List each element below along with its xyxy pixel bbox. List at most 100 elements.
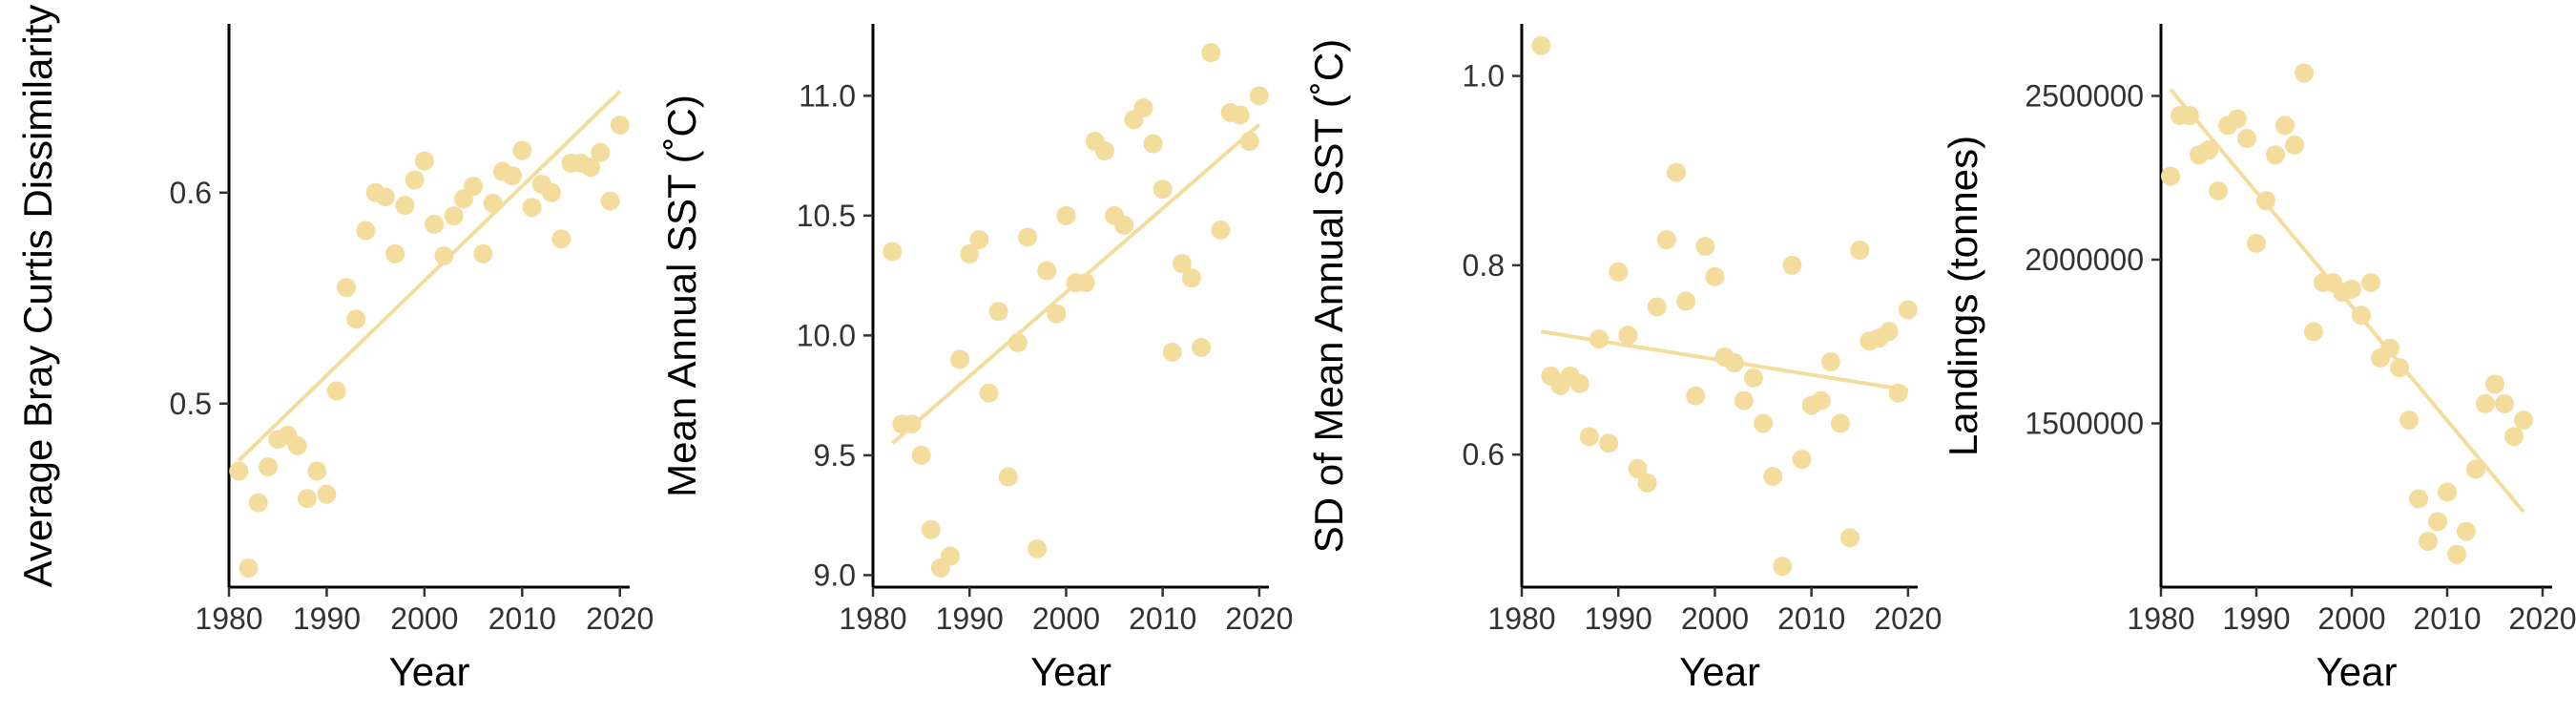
x-tick-label: 2000 <box>390 601 458 636</box>
data-point <box>1686 386 1706 406</box>
data-point <box>414 151 434 171</box>
y-tick-label: 10.0 <box>797 318 856 352</box>
data-point <box>2352 305 2371 326</box>
data-point <box>1754 413 1774 433</box>
data-point <box>1695 237 1715 257</box>
data-point <box>1599 433 1619 453</box>
data-point <box>1017 227 1037 247</box>
data-point <box>1840 528 1860 548</box>
data-point <box>1143 134 1163 154</box>
data-point <box>1211 220 1231 240</box>
x-tick-label: 1990 <box>293 601 361 636</box>
x-axis-title: Year <box>2316 649 2398 694</box>
data-point <box>2380 338 2399 358</box>
data-point <box>2199 140 2218 160</box>
data-point <box>2295 63 2314 83</box>
data-point <box>1192 337 1212 357</box>
data-point <box>600 191 620 211</box>
data-point <box>969 229 989 249</box>
y-tick-label: 2500000 <box>2025 78 2144 113</box>
data-point <box>2161 166 2180 186</box>
data-point <box>921 519 941 539</box>
data-point <box>1609 262 1629 282</box>
data-point <box>1676 291 1696 311</box>
data-point <box>2180 106 2199 126</box>
data-point <box>979 383 999 403</box>
y-tick-label: 1.0 <box>1463 59 1505 94</box>
data-point <box>1182 268 1202 288</box>
y-axis-title: Average Bray Curtis Dissimilarity <box>15 5 60 588</box>
chart-panel-3: 1980 1990 2000 2010 2020 0.6 0.8 1.0 Year SD of M… <box>1306 24 1942 694</box>
data-point <box>2466 459 2485 479</box>
chart-panel-1: 1980 1990 2000 2010 2020 0.5 0.6 Year Average Br… <box>15 5 654 694</box>
data-point <box>1056 205 1076 225</box>
x-tick-label: 1980 <box>195 601 262 636</box>
data-point <box>1075 273 1095 293</box>
data-point <box>512 140 532 160</box>
x-tick-label: 2020 <box>1874 601 1942 636</box>
data-point <box>336 278 356 298</box>
data-point <box>1637 473 1657 493</box>
x-tick-label: 1990 <box>2222 601 2290 636</box>
data-point <box>464 177 484 197</box>
data-point <box>229 461 249 481</box>
data-point <box>522 198 542 218</box>
data-point <box>1743 368 1763 388</box>
data-point <box>950 349 970 369</box>
y-tick-label: 0.5 <box>170 387 212 421</box>
data-point <box>2457 521 2476 541</box>
data-point <box>883 242 903 262</box>
data-point <box>2428 512 2447 532</box>
y-tick-label: 11.0 <box>799 78 856 113</box>
data-point <box>1047 304 1067 324</box>
data-point <box>1230 105 1250 125</box>
data-point <box>2476 393 2495 413</box>
data-point <box>988 302 1008 322</box>
data-point <box>425 214 445 234</box>
data-point <box>1656 230 1676 250</box>
data-point <box>902 414 922 434</box>
data-point <box>1811 390 1831 411</box>
y-axis-title: Mean Annual SST (˚C) <box>659 95 704 497</box>
data-point <box>1201 43 1221 63</box>
data-point <box>473 243 493 263</box>
data-point <box>2419 531 2438 551</box>
data-point <box>2237 129 2256 149</box>
data-point <box>2504 427 2524 447</box>
data-point <box>1705 266 1725 286</box>
data-point <box>1647 297 1667 317</box>
data-point <box>911 445 931 465</box>
y-tick-label: 9.0 <box>814 558 856 592</box>
data-point <box>1666 162 1686 182</box>
x-axis-title: Year <box>389 649 470 694</box>
data-point <box>1618 326 1638 346</box>
data-point <box>434 246 454 266</box>
y-tick-label: 9.5 <box>814 438 856 473</box>
y-axis-title: SD of Mean Annual SST (˚C) <box>1306 39 1351 553</box>
data-point <box>2256 191 2275 211</box>
data-point <box>1763 466 1783 486</box>
data-point <box>998 467 1018 487</box>
data-point <box>1579 427 1599 447</box>
data-point <box>2485 374 2504 394</box>
data-point <box>483 193 503 213</box>
data-point <box>1531 35 1551 55</box>
data-point <box>1114 215 1134 235</box>
data-point <box>1153 179 1173 200</box>
x-tick-label: 1990 <box>936 601 1004 636</box>
data-point <box>1249 86 1269 106</box>
x-axis-title: Year <box>1030 649 1111 694</box>
data-point <box>1782 255 1802 275</box>
data-point <box>1569 373 1589 393</box>
data-point <box>326 381 346 401</box>
data-point <box>2275 116 2295 136</box>
y-tick-label: 0.6 <box>1463 437 1505 472</box>
data-point <box>385 243 405 263</box>
data-point <box>1898 300 1918 320</box>
data-point <box>307 461 327 481</box>
data-point <box>346 309 366 329</box>
data-point <box>591 142 611 162</box>
data-point <box>2361 272 2380 292</box>
y-tick-label: 0.6 <box>170 176 212 210</box>
data-point <box>1792 450 1812 470</box>
